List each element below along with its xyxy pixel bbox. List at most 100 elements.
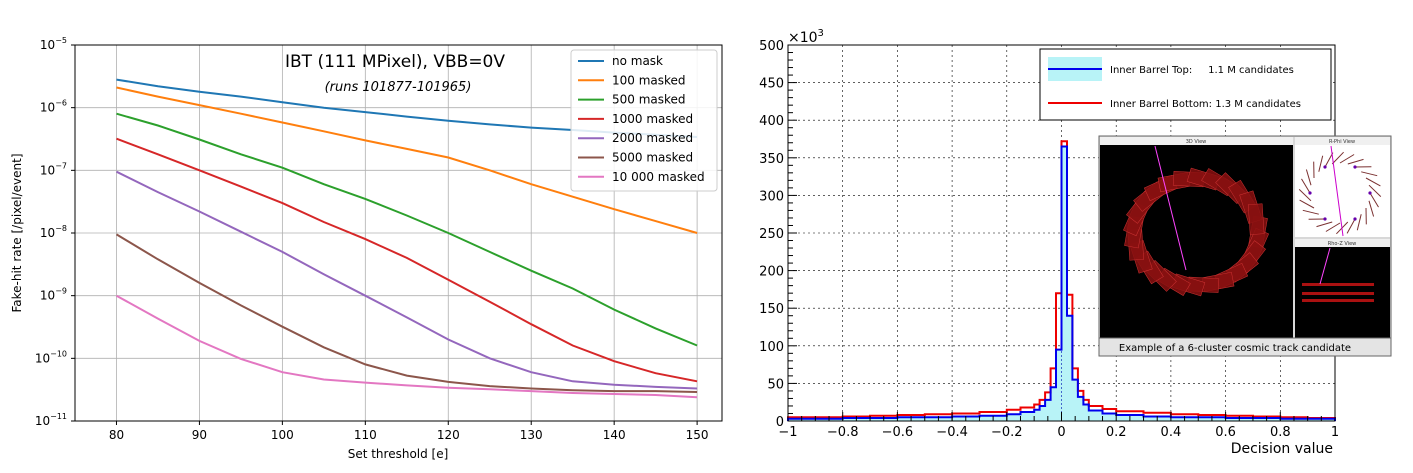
right-x-tick-label: −0.6 <box>882 425 914 440</box>
left-x-tick-label: 110 <box>354 428 377 442</box>
inset-3d-track <box>1154 145 1187 271</box>
left-x-tick-label: 120 <box>437 428 460 442</box>
inset-rhoz-title: Rho-Z View <box>1328 241 1356 247</box>
left-x-tick-label: 140 <box>603 428 626 442</box>
rhoz-layer <box>1302 299 1374 302</box>
right-x-tick-label: −0.8 <box>827 425 859 440</box>
left-series-line <box>116 294 698 399</box>
inset-rphi-view <box>1295 145 1390 237</box>
inset-3d-titlebar <box>1100 137 1293 145</box>
left-x-tick-label: 130 <box>520 428 543 442</box>
left-legend-label: 2000 masked <box>612 131 693 145</box>
rphi-hit <box>1323 165 1327 169</box>
rphi-stave <box>1305 169 1312 186</box>
rphi-stave <box>1347 158 1364 165</box>
left-y-tick-label: 10−7 <box>40 161 67 177</box>
left-chart-title: IBT (111 MPixel), VBB=0V <box>285 52 505 72</box>
left-x-tick-label: 90 <box>192 428 207 442</box>
left-legend: no mask 100 masked 500 masked 1000 masked 20… <box>570 49 718 192</box>
rphi-stave <box>1346 218 1356 234</box>
right-x-tick-label: 0 <box>1057 425 1065 440</box>
rhoz-layer <box>1302 292 1374 295</box>
inset-rphi-detector <box>1298 151 1382 235</box>
left-y-tick-label: 10−5 <box>40 36 67 52</box>
right-y-ticks: 0 50 100 150 200 250 300 350 400 450 500 <box>759 39 797 430</box>
rphi-hit <box>1323 217 1327 221</box>
left-series-line <box>115 233 698 393</box>
left-series-line <box>116 170 698 390</box>
rphi-hit <box>1368 191 1372 195</box>
rphi-hit <box>1353 165 1357 169</box>
left-series-line <box>116 112 698 347</box>
right-y-tick-label: 50 <box>767 377 784 392</box>
right-y-multiplier-exp: 3 <box>818 28 824 39</box>
left-legend-label: 1000 masked <box>612 112 693 126</box>
left-y-tick-label: 10−11 <box>35 412 67 428</box>
rphi-stave <box>1356 214 1362 231</box>
legend-label-bottom: Inner Barrel Bottom: 1.3 M candidates <box>1110 99 1301 110</box>
left-series-line <box>116 137 698 383</box>
right-x-axis-label: Decision value <box>1231 441 1333 457</box>
left-legend-entries: no mask 100 masked 500 masked 1000 masked 20… <box>578 54 705 184</box>
right-x-tick-label: 0.4 <box>1161 425 1182 440</box>
right-y-tick-label: 450 <box>759 77 784 92</box>
rphi-stave <box>1298 189 1312 202</box>
right-y-tick-label: 200 <box>759 265 784 280</box>
right-x-tick-label: 0.2 <box>1106 425 1127 440</box>
rhoz-track <box>1319 247 1331 285</box>
inset-rphi-track <box>1330 145 1344 237</box>
right-y-multiplier: ×103 <box>788 28 824 46</box>
rphi-stave <box>1361 171 1378 177</box>
left-y-axis-label: Fake-hit rate [/pixel/event] <box>10 153 24 312</box>
inset-caption-bar <box>1098 337 1392 357</box>
inset-rhoz-detector <box>1302 247 1374 302</box>
left-y-tick-label: 10−6 <box>40 99 67 115</box>
left-x-axis-label: Set threshold [e] <box>348 447 449 461</box>
left-chart-subtitle: (runs 101877-101965) <box>325 80 472 95</box>
rphi-stave <box>1316 221 1333 228</box>
left-legend-label: 100 masked <box>612 73 686 87</box>
rphi-stave <box>1325 222 1341 232</box>
inset-rhoz-titlebar <box>1295 239 1390 247</box>
rphi-hit <box>1353 217 1357 221</box>
bottom-histogram-line <box>787 140 1336 421</box>
right-x-tick-label: 0.8 <box>1270 425 1291 440</box>
rhoz-layer <box>1302 283 1374 286</box>
right-x-tick-label: 0.6 <box>1215 425 1236 440</box>
left-chart: 80 90 100 110 120 130 140 150 10−1110−1010−910−… <box>10 36 723 461</box>
rphi-stave <box>1301 178 1311 194</box>
rphi-stave <box>1339 154 1355 164</box>
inset-rphi-title: R-Phi View <box>1329 139 1355 145</box>
inset-rphi-titlebar <box>1295 137 1390 145</box>
right-legend: Inner Barrel Top: 1.1 M candidates Inner… <box>1039 48 1332 121</box>
left-series-lines <box>115 78 698 399</box>
left-legend-label: 5000 masked <box>612 151 693 165</box>
event-display-inset: 3D View R-Phi View Rho-Z View Example of… <box>1098 135 1392 357</box>
rphi-stave <box>1299 199 1315 209</box>
inset-3d-title: 3D View <box>1186 139 1207 145</box>
rphi-stave <box>1331 151 1344 165</box>
right-y-tick-label: 150 <box>759 302 784 317</box>
left-legend-label: 500 masked <box>612 93 686 107</box>
left-x-ticks: 80 90 100 110 120 130 140 150 <box>109 421 709 442</box>
left-y-ticks: 10−11 10−10 10−9 10−8 10−7 10−6 10−5 <box>35 36 75 428</box>
right-y-tick-label: 250 <box>759 227 784 242</box>
right-x-tick-label: −0.2 <box>991 425 1023 440</box>
legend-label-top: Inner Barrel Top: 1.1 M candidates <box>1110 65 1294 76</box>
right-y-tick-label: 100 <box>759 340 784 355</box>
right-x-tick-label: 1 <box>1331 425 1339 440</box>
right-y-tick-label: 0 <box>776 415 784 430</box>
detector-stave <box>1247 203 1265 235</box>
right-chart: −1 −0.8 −0.6 −0.4 −0.2 0 0.2 0.4 0.6 0.8 1 0 50 100 1… <box>759 28 1392 457</box>
left-series-line <box>116 86 698 234</box>
rphi-stave <box>1318 155 1324 172</box>
rphi-hit <box>1308 191 1312 195</box>
rphi-stave <box>1368 184 1382 197</box>
inset-caption: Example of a 6-cluster cosmic track cand… <box>1119 343 1351 354</box>
rphi-stave <box>1324 152 1334 168</box>
left-x-tick-label: 150 <box>686 428 709 442</box>
left-x-tick-label: 80 <box>109 428 124 442</box>
right-y-tick-label: 300 <box>759 189 784 204</box>
right-x-tick-label: −0.4 <box>936 425 968 440</box>
